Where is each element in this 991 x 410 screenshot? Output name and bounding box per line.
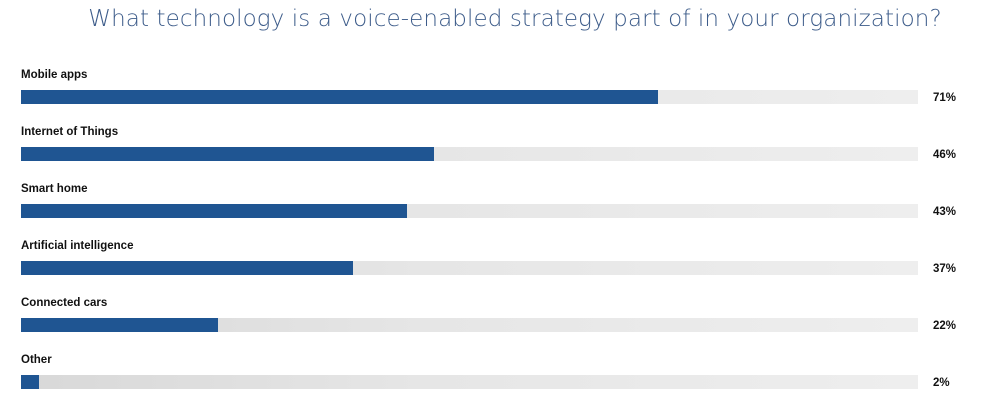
category-label: Internet of Things <box>21 126 119 138</box>
value-label: 43% <box>933 206 957 218</box>
bar-other <box>21 375 39 389</box>
bar-mobile-apps <box>21 90 658 104</box>
bar-row-mobile-apps: Mobile apps 71% <box>21 68 971 125</box>
value-label: 22% <box>933 320 957 332</box>
value-label: 71% <box>933 92 957 104</box>
bar-track <box>21 318 918 332</box>
bar-track <box>21 147 918 161</box>
chart-title: What technology is a voice-enabled strat… <box>88 6 942 32</box>
bar-row-smart-home: Smart home 43% <box>21 182 971 239</box>
bar-track <box>21 90 918 104</box>
value-label: 2% <box>933 377 950 389</box>
value-label: 46% <box>933 149 957 161</box>
bar-row-connected-cars: Connected cars 22% <box>21 296 971 353</box>
bar-connected-cars <box>21 318 219 332</box>
bar-chart: Mobile apps 71% Internet of Things 46% S… <box>21 68 971 410</box>
value-label: 37% <box>933 263 957 275</box>
bar-row-artificial-intelligence: Artificial intelligence 37% <box>21 239 971 296</box>
bar-artificial-intelligence <box>21 261 353 275</box>
bar-track <box>21 375 918 389</box>
bar-internet-of-things <box>21 147 434 161</box>
bar-track <box>21 204 918 218</box>
category-label: Smart home <box>21 183 88 195</box>
category-label: Connected cars <box>21 297 108 309</box>
bar-row-other: Other 2% <box>21 353 971 410</box>
bar-row-internet-of-things: Internet of Things 46% <box>21 125 971 182</box>
bar-track <box>21 261 918 275</box>
category-label: Artificial intelligence <box>21 240 134 252</box>
category-label: Other <box>21 354 52 366</box>
category-label: Mobile apps <box>21 69 88 81</box>
bar-smart-home <box>21 204 407 218</box>
